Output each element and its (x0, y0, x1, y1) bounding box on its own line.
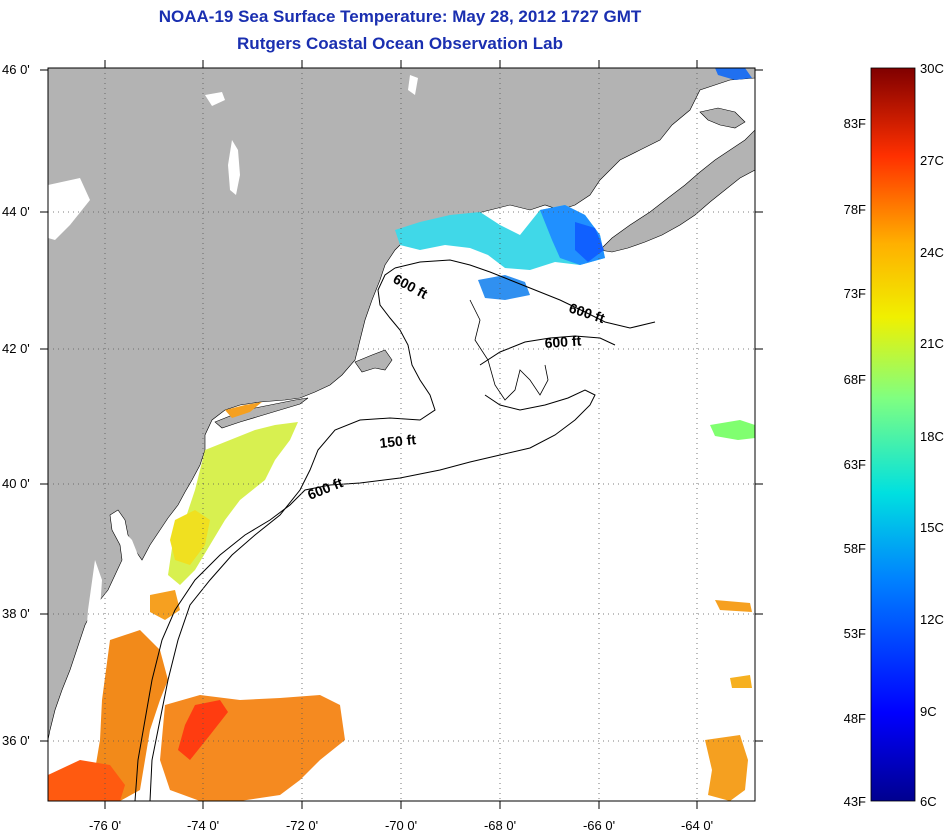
sst-patch-east (705, 735, 748, 801)
land-mainland (48, 68, 755, 741)
sst-patch-shelf-yellow (170, 510, 210, 565)
lat-label: 42 0' (2, 341, 30, 356)
colorbar-f-label: 43F (844, 794, 866, 809)
isobath-600ft-south (134, 389, 596, 801)
lat-label: 38 0' (2, 606, 30, 621)
colorbar-f-label: 68F (844, 372, 866, 387)
colorbar-c-label: 6C (920, 794, 937, 809)
isobath-600ft-georges (479, 335, 616, 366)
sst-patch-warm-south (90, 630, 168, 801)
delaware-bay (118, 525, 140, 565)
colorbar-f-label: 73F (844, 286, 866, 301)
colorbar-c-label: 18C (920, 429, 944, 444)
lat-label: 46 0' (2, 62, 30, 77)
temperature-colorbar (870, 67, 916, 802)
lon-label: -70 0' (385, 818, 417, 833)
lat-label: 40 0' (2, 476, 30, 491)
isobath-label: 150 ft (379, 431, 417, 451)
colorbar-f-label: 53F (844, 626, 866, 641)
sst-patch-east-small (715, 600, 752, 612)
sst-patch-hot (48, 760, 125, 801)
lake-champlain (228, 140, 240, 195)
graticule (48, 68, 755, 801)
colorbar-f-label: 58F (844, 541, 866, 556)
lon-label: -76 0' (89, 818, 121, 833)
land-cape-breton (699, 107, 746, 129)
isobath-150ft (149, 267, 436, 801)
colorbar-c-label: 9C (920, 704, 937, 719)
lon-label: -74 0' (187, 818, 219, 833)
colorbar-c-label: 27C (920, 153, 944, 168)
axis-ticks (40, 60, 763, 809)
lon-label: -68 0' (484, 818, 516, 833)
lon-label: -64 0' (681, 818, 713, 833)
lat-label: 44 0' (2, 204, 30, 219)
isobath-georges-detail (469, 299, 549, 401)
sst-patch-georges-basin (478, 275, 530, 300)
isobath-label: 600 ft (544, 332, 582, 351)
isobath-600ft-gulf (394, 259, 656, 329)
colorbar-c-label: 24C (920, 245, 944, 260)
sst-patch-gulf-stream-core (178, 700, 228, 760)
lon-label: -72 0' (286, 818, 318, 833)
colorbar-c-label: 12C (920, 612, 944, 627)
sst-patch-mid (150, 590, 180, 620)
colorbar-f-label: 78F (844, 202, 866, 217)
lake (205, 92, 225, 106)
colorbar-c-label: 21C (920, 336, 944, 351)
map-subtitle: Rutgers Coastal Ocean Observation Lab (237, 34, 563, 53)
lat-label: 36 0' (2, 733, 30, 748)
colorbar-f-label: 83F (844, 116, 866, 131)
colorbar-c-label: 15C (920, 520, 944, 535)
land-nova-scotia (599, 129, 755, 253)
chesapeake-bay (82, 560, 102, 720)
lon-label: -66 0' (583, 818, 615, 833)
sst-patch-coldest (575, 222, 604, 262)
map-title: NOAA-19 Sea Surface Temperature: May 28,… (158, 7, 642, 26)
sst-patch-north (715, 68, 752, 80)
land-cape-cod (354, 349, 393, 373)
lake (48, 178, 90, 240)
lake (408, 75, 418, 95)
colorbar-f-label: 63F (844, 457, 866, 472)
sst-patch-east-shelf (710, 420, 755, 440)
colorbar-f-label: 48F (844, 711, 866, 726)
colorbar-c-label: 30C (920, 61, 944, 76)
sst-patch-long-island-sound (225, 402, 262, 418)
sst-patch-east-small (730, 675, 752, 688)
